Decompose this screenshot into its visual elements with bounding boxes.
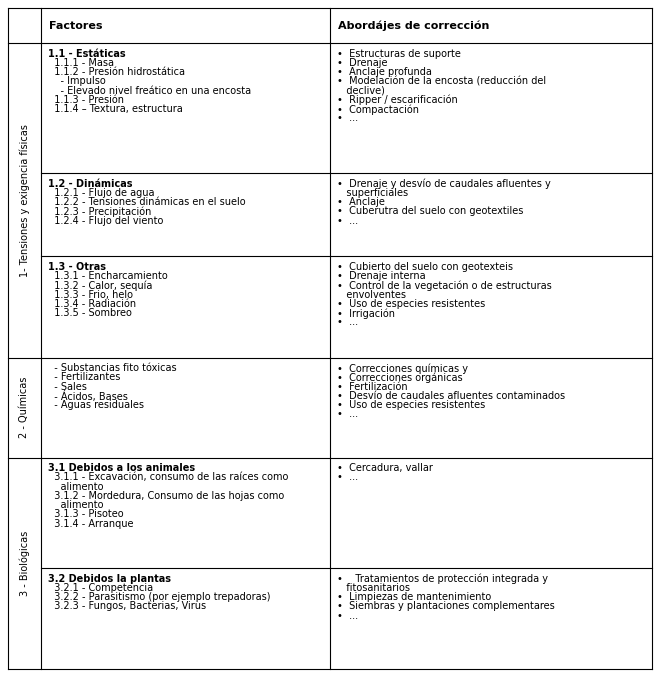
Text: 1.3.4 - Radiación: 1.3.4 - Radiación bbox=[48, 299, 136, 309]
Text: •  Drenaje: • Drenaje bbox=[337, 58, 387, 68]
Text: Abordájes de corrección: Abordájes de corrección bbox=[338, 20, 489, 31]
Text: •  ...: • ... bbox=[337, 215, 358, 225]
Text: 1.2.4 - Flujo del viento: 1.2.4 - Flujo del viento bbox=[48, 215, 163, 225]
Text: •  Estructuras de suporte: • Estructuras de suporte bbox=[337, 49, 461, 59]
Text: •  Desvío de caudales afluentes contaminados: • Desvío de caudales afluentes contamina… bbox=[337, 391, 565, 401]
Text: •  Compactación: • Compactación bbox=[337, 104, 418, 114]
Text: - Fertilizantes: - Fertilizantes bbox=[48, 372, 120, 383]
Text: 1.1.1 - Masa: 1.1.1 - Masa bbox=[48, 58, 114, 68]
Text: •  Uso de especies resistentes: • Uso de especies resistentes bbox=[337, 400, 485, 410]
Text: •  Uso de especies resistentes: • Uso de especies resistentes bbox=[337, 299, 485, 309]
Text: •  Modelación de la encosta (reducción del: • Modelación de la encosta (reducción de… bbox=[337, 77, 546, 87]
Text: 3 - Biológicas: 3 - Biológicas bbox=[19, 531, 30, 596]
Text: •    Tratamientos de protección integrada y: • Tratamientos de protección integrada y bbox=[337, 573, 548, 584]
Text: •  ...: • ... bbox=[337, 410, 358, 419]
Text: •  Cercadura, vallar: • Cercadura, vallar bbox=[337, 463, 432, 473]
Text: 1.3.2 - Calor, sequía: 1.3.2 - Calor, sequía bbox=[48, 280, 152, 291]
Text: •  Siembras y plantaciones complementares: • Siembras y plantaciones complementares bbox=[337, 601, 554, 611]
Text: declive): declive) bbox=[337, 86, 385, 95]
Text: 1.3.1 - Encharcamiento: 1.3.1 - Encharcamiento bbox=[48, 271, 167, 281]
Text: •  Drenaje y desvío de caudales afluentes y: • Drenaje y desvío de caudales afluentes… bbox=[337, 179, 550, 189]
Text: envolventes: envolventes bbox=[337, 290, 406, 299]
Text: •  Drenaje interna: • Drenaje interna bbox=[337, 271, 425, 281]
Text: •  Anclaje profunda: • Anclaje profunda bbox=[337, 67, 432, 77]
Text: 1.3.5 - Sombreo: 1.3.5 - Sombreo bbox=[48, 308, 131, 318]
Text: •  Irrigación: • Irrigación bbox=[337, 308, 395, 318]
Text: 1.3 - Otras: 1.3 - Otras bbox=[48, 262, 106, 271]
Text: 3.1.2 - Mordedura, Consumo de las hojas como: 3.1.2 - Mordedura, Consumo de las hojas … bbox=[48, 491, 284, 501]
Text: 3.2.1 - Competencia: 3.2.1 - Competencia bbox=[48, 583, 152, 593]
Text: 3.1.1 - Excavación, consumo de las raíces como: 3.1.1 - Excavación, consumo de las raíce… bbox=[48, 473, 288, 483]
Text: 1.2.2 - Tensiones dinámicas en el suelo: 1.2.2 - Tensiones dinámicas en el suelo bbox=[48, 197, 245, 207]
Text: 1.3.3 - Frio, helo: 1.3.3 - Frio, helo bbox=[48, 290, 133, 299]
Text: •  Anclaje: • Anclaje bbox=[337, 197, 385, 207]
Text: •  ...: • ... bbox=[337, 114, 358, 123]
Text: •  Cuberutra del suelo con geotextiles: • Cuberutra del suelo con geotextiles bbox=[337, 206, 523, 217]
Text: 1.2.1 - Flujo de agua: 1.2.1 - Flujo de agua bbox=[48, 188, 154, 198]
Text: fitosanitarios: fitosanitarios bbox=[337, 583, 410, 593]
Text: - Ácidos, Bases: - Ácidos, Bases bbox=[48, 391, 127, 402]
Text: •  Ripper / escarificación: • Ripper / escarificación bbox=[337, 95, 457, 106]
Text: 1.1 - Estáticas: 1.1 - Estáticas bbox=[48, 49, 125, 59]
Text: •  Correcciones químicas y: • Correcciones químicas y bbox=[337, 363, 467, 374]
Text: 3.1.3 - Pisoteo: 3.1.3 - Pisoteo bbox=[48, 509, 123, 519]
Text: •  Fertilización: • Fertilización bbox=[337, 382, 407, 391]
Text: 3.1.4 - Arranque: 3.1.4 - Arranque bbox=[48, 519, 133, 529]
Text: 1.1.2 - Presión hidrostática: 1.1.2 - Presión hidrostática bbox=[48, 67, 185, 77]
Text: - Sales: - Sales bbox=[48, 382, 86, 391]
Text: •  ...: • ... bbox=[337, 473, 358, 483]
Text: 3.2.2 - Parasitismo (por ejemplo trepadoras): 3.2.2 - Parasitismo (por ejemplo trepado… bbox=[48, 592, 270, 602]
Text: superficiales: superficiales bbox=[337, 188, 408, 198]
Text: 1- Tensiones y exigencia físicas: 1- Tensiones y exigencia físicas bbox=[19, 124, 30, 277]
Text: - Aguas residuales: - Aguas residuales bbox=[48, 400, 143, 410]
Text: 3.2 Debidos la plantas: 3.2 Debidos la plantas bbox=[48, 573, 170, 584]
Text: 1.2 - Dinámicas: 1.2 - Dinámicas bbox=[48, 179, 132, 189]
Text: •  ...: • ... bbox=[337, 318, 358, 327]
Text: •  Correcciones orgánicas: • Correcciones orgánicas bbox=[337, 372, 462, 383]
Text: 3.1 Debidos a los animales: 3.1 Debidos a los animales bbox=[48, 463, 195, 473]
Text: •  Cubierto del suelo con geotexteis: • Cubierto del suelo con geotexteis bbox=[337, 262, 513, 271]
Text: 1.1.3 - Presión: 1.1.3 - Presión bbox=[48, 95, 123, 105]
Text: 1.2.3 - Precipitación: 1.2.3 - Precipitación bbox=[48, 206, 151, 217]
Text: alimento: alimento bbox=[48, 481, 103, 492]
Text: Factores: Factores bbox=[49, 21, 102, 30]
Text: - Elevado nivel freático en una encosta: - Elevado nivel freático en una encosta bbox=[48, 86, 251, 95]
Text: 2 - Químicas: 2 - Químicas bbox=[19, 377, 30, 439]
Text: •  Control de la vegetación o de estructuras: • Control de la vegetación o de estructu… bbox=[337, 280, 551, 291]
Text: - Impulso: - Impulso bbox=[48, 77, 106, 87]
Text: alimento: alimento bbox=[48, 500, 103, 510]
Text: - Substancias fito tóxicas: - Substancias fito tóxicas bbox=[48, 363, 176, 373]
Text: •  Limpiezas de mantenimiento: • Limpiezas de mantenimiento bbox=[337, 592, 491, 602]
Text: 3.2.3 - Fungos, Bacterias, Virus: 3.2.3 - Fungos, Bacterias, Virus bbox=[48, 601, 206, 611]
Text: 1.1.4 – Textura, estructura: 1.1.4 – Textura, estructura bbox=[48, 104, 182, 114]
Text: •  ...: • ... bbox=[337, 611, 358, 621]
